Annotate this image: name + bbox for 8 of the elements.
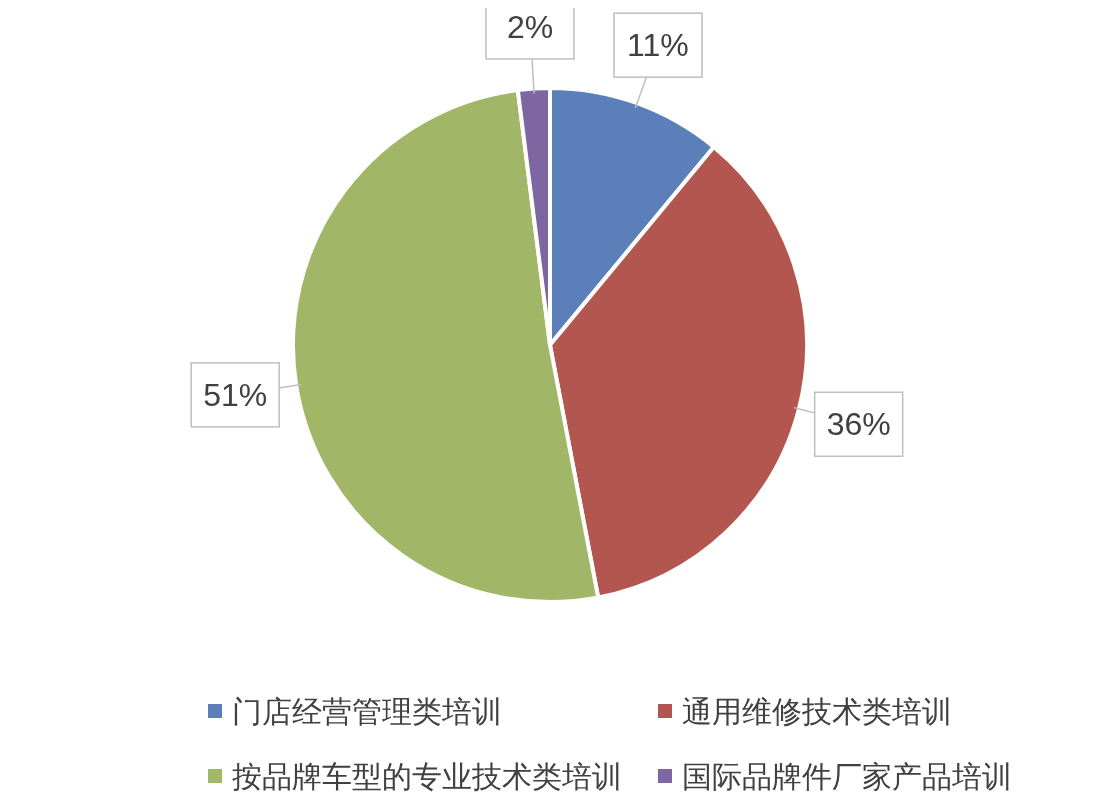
data-label: 11% xyxy=(627,27,689,64)
legend-label: 按品牌车型的专业技术类培训 xyxy=(232,759,622,793)
data-label: 36% xyxy=(826,406,891,443)
data-label: 2% xyxy=(506,8,554,45)
data-label: 51% xyxy=(203,376,268,413)
legend-label: 门店经营管理类培训 xyxy=(232,694,502,728)
legend-label: 国际品牌件厂家产品培训 xyxy=(682,759,1012,793)
legend-label: 通用维修技术类培训 xyxy=(682,694,952,728)
